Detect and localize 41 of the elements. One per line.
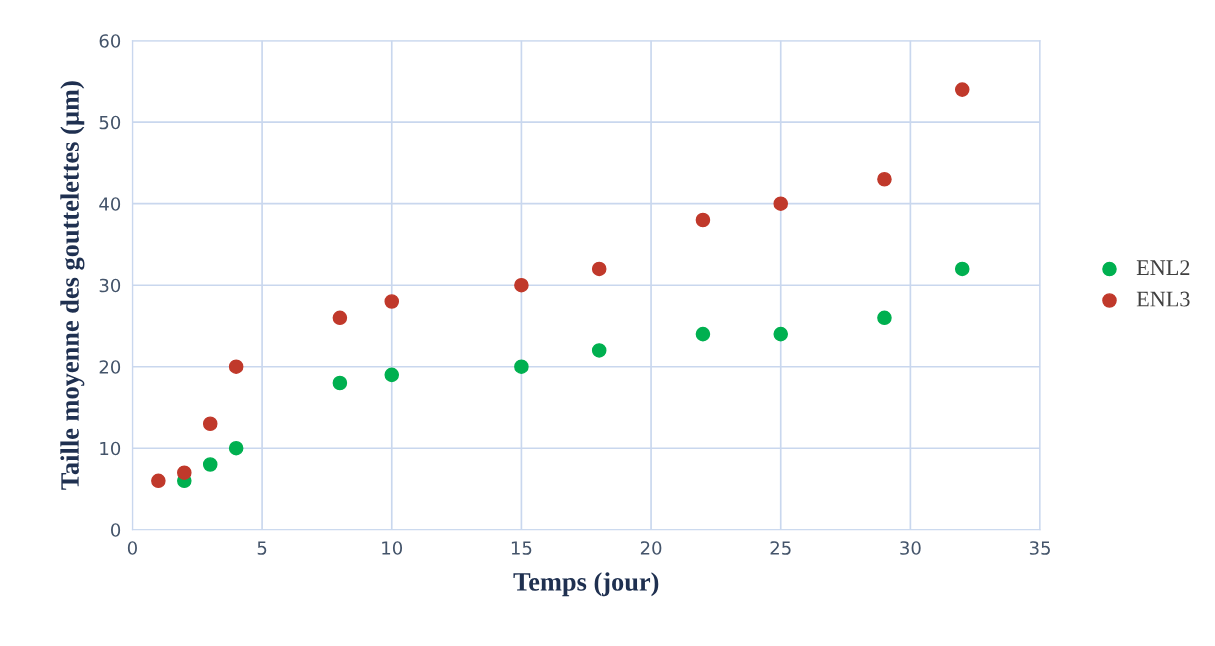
point — [228, 440, 244, 456]
x-tick-label: 10 — [382, 541, 403, 555]
point — [514, 277, 529, 293]
point — [514, 359, 529, 374]
point — [954, 82, 970, 97]
point — [591, 343, 607, 358]
y-axis-title: Taille moyenne des gouttelettes (µm) — [60, 81, 85, 490]
y-tick-label: 20 — [99, 360, 121, 374]
point — [877, 171, 892, 187]
x-axis-title: Temps (jour) — [513, 572, 659, 597]
y-tick-label: 40 — [99, 197, 121, 211]
x-tick-label: 25 — [770, 541, 791, 555]
point — [384, 294, 400, 309]
x-tick-label: 5 — [257, 541, 267, 555]
x-tick-label: 35 — [1029, 541, 1050, 555]
point — [177, 465, 192, 480]
point — [202, 416, 218, 432]
point — [332, 375, 348, 391]
legend-label: ENL2 — [1136, 260, 1190, 275]
x-tick-label: 15 — [511, 541, 532, 555]
x-tick-label: 30 — [900, 541, 921, 555]
y-tick-label: 60 — [99, 34, 121, 48]
point — [591, 261, 607, 277]
point — [151, 473, 166, 489]
point — [773, 326, 789, 342]
point — [384, 367, 400, 383]
x-tick-label: 0 — [127, 541, 137, 555]
legend-label: ENL3 — [1136, 291, 1190, 307]
y-tick-label: 30 — [99, 278, 121, 293]
y-tick-label: 50 — [99, 115, 121, 130]
y-tick-label: 0 — [111, 523, 121, 537]
point — [954, 261, 970, 277]
point — [202, 457, 218, 472]
point — [228, 359, 244, 374]
x-tick-label: 20 — [640, 541, 662, 555]
point — [695, 326, 711, 342]
point — [332, 310, 348, 326]
point — [773, 196, 789, 211]
point — [695, 212, 711, 228]
y-tick-label: 10 — [100, 441, 121, 456]
point — [877, 310, 892, 326]
